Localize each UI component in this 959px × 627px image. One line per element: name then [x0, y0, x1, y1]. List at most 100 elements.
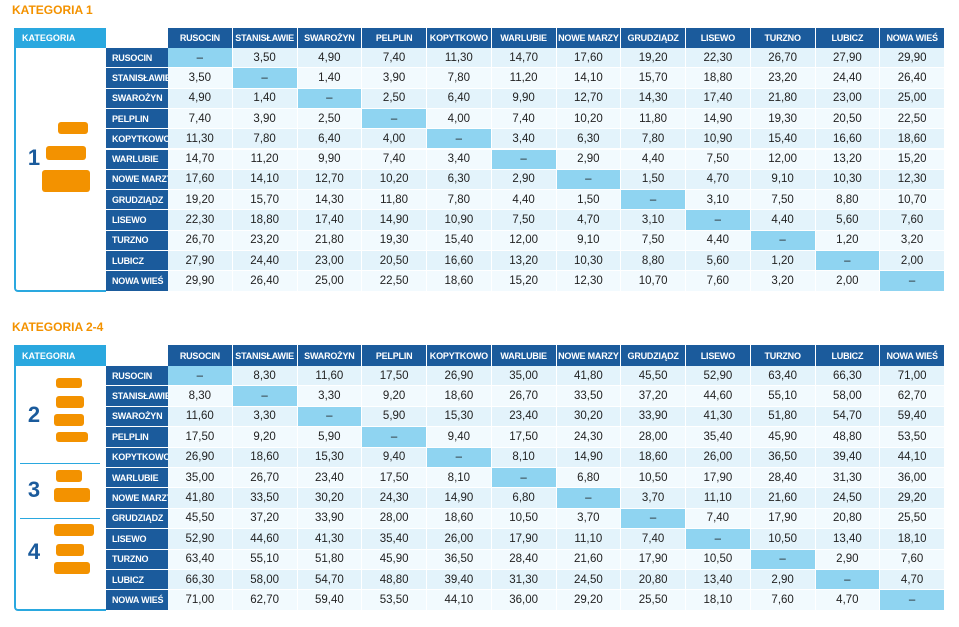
- distance-cell: 28,40: [491, 549, 557, 570]
- distance-cell: 53,50: [880, 427, 945, 448]
- distance-cell: 31,30: [815, 468, 881, 489]
- distance-cell: 3,30: [232, 406, 298, 428]
- separator: [20, 463, 100, 464]
- distance-cell: 17,40: [686, 88, 751, 109]
- distance-cell: 8,10: [491, 447, 557, 468]
- distance-cell: 6,40: [297, 129, 363, 150]
- category-number: 3: [27, 477, 41, 502]
- vehicle-icon: [54, 414, 84, 426]
- column-header: KOPYTKOWO: [427, 28, 492, 48]
- distance-cell: 28,00: [362, 508, 427, 530]
- distance-cell: 7,40: [686, 508, 751, 530]
- distance-cell: 26,90: [168, 447, 233, 468]
- distance-cell: 30,20: [297, 488, 363, 509]
- distance-cell: 66,30: [168, 570, 233, 591]
- distance-cell: 7,50: [750, 190, 816, 211]
- distance-cell: 24,40: [815, 68, 881, 89]
- separator: [20, 518, 100, 519]
- distance-cell: 58,00: [815, 386, 881, 407]
- row-label: NOWA WIEŚ: [106, 590, 168, 611]
- row-label: NOWE MARZY: [106, 488, 173, 509]
- distance-cell: 7,40: [491, 108, 557, 130]
- distance-cell: –: [491, 468, 557, 489]
- distance-cell: 8,80: [621, 251, 686, 272]
- distance-cell: 24,30: [362, 488, 427, 509]
- column-header: TURZNO: [750, 345, 816, 366]
- distance-cell: 19,30: [750, 108, 816, 130]
- distance-cell: 29,90: [880, 48, 945, 69]
- distance-cell: 10,90: [427, 210, 492, 231]
- distance-cell: 14,90: [686, 108, 751, 130]
- distance-cell: 4,70: [556, 210, 622, 231]
- distance-cell: 10,20: [362, 169, 427, 191]
- distance-cell: 8,30: [168, 386, 233, 407]
- distance-cell: 1,40: [297, 68, 363, 89]
- distance-cell: 7,80: [232, 129, 298, 150]
- distance-cell: 14,70: [491, 48, 557, 69]
- column-header: TURZNO: [750, 28, 816, 48]
- distance-cell: 18,80: [686, 68, 751, 89]
- distance-cell: 55,10: [232, 549, 298, 570]
- distance-cell: 8,30: [232, 366, 298, 387]
- distance-cell: 5,60: [815, 210, 881, 231]
- distance-cell: 11,30: [427, 48, 492, 69]
- category-number: 2: [27, 402, 41, 427]
- distance-cell: 52,90: [686, 366, 751, 387]
- distance-cell: 11,60: [297, 366, 363, 387]
- row-label: LISEWO: [106, 210, 168, 231]
- row-label: STANISŁAWIE: [106, 386, 171, 407]
- distance-cell: 23,00: [815, 88, 881, 109]
- distance-cell: 4,40: [750, 210, 816, 231]
- distance-cell: –: [750, 230, 816, 251]
- section-title: KATEGORIA 2-4: [12, 320, 104, 334]
- distance-cell: –: [168, 48, 233, 69]
- distance-cell: 3,10: [621, 210, 686, 231]
- column-header: NOWA WIEŚ: [880, 345, 945, 366]
- distance-cell: 1,50: [556, 190, 622, 211]
- distance-cell: 9,20: [232, 427, 298, 448]
- distance-cell: 37,20: [232, 508, 298, 530]
- distance-cell: 15,30: [297, 447, 363, 468]
- distance-cell: 7,40: [362, 48, 427, 69]
- column-header: LISEWO: [686, 28, 751, 48]
- distance-cell: 14,90: [427, 488, 492, 509]
- distance-cell: 2,90: [491, 169, 557, 191]
- distance-cell: 4,70: [880, 570, 945, 591]
- distance-cell: 17,50: [362, 366, 427, 387]
- distance-cell: 14,70: [168, 149, 233, 170]
- distance-cell: 28,00: [621, 427, 686, 448]
- distance-cell: 14,10: [556, 68, 622, 89]
- column-header: PELPLIN: [362, 28, 427, 48]
- distance-cell: –: [297, 88, 363, 109]
- distance-cell: 7,60: [750, 590, 816, 611]
- distance-cell: 13,20: [491, 251, 557, 272]
- corner-header: KATEGORIA: [14, 28, 106, 48]
- distance-cell: 4,90: [297, 48, 363, 69]
- distance-cell: 54,70: [297, 570, 363, 591]
- row-label: PELPLIN: [106, 427, 168, 448]
- distance-cell: 7,60: [880, 210, 945, 231]
- distance-cell: 4,40: [491, 190, 557, 211]
- vehicle-icon: [56, 378, 82, 388]
- distance-cell: 20,50: [362, 251, 427, 272]
- distance-cell: 31,30: [491, 570, 557, 591]
- distance-cell: 21,80: [297, 230, 363, 251]
- distance-cell: 41,30: [297, 529, 363, 550]
- column-header: NOWE MARZY: [556, 28, 622, 48]
- distance-cell: 33,50: [232, 488, 298, 509]
- distance-cell: 9,10: [556, 230, 622, 251]
- distance-cell: 6,40: [427, 88, 492, 109]
- distance-cell: 18,60: [232, 447, 298, 468]
- distance-cell: 7,40: [621, 529, 686, 550]
- column-header: KOPYTKOWO: [427, 345, 492, 366]
- row-label: TURZNO: [106, 230, 168, 251]
- distance-cell: 14,30: [297, 190, 363, 211]
- distance-cell: 27,90: [168, 251, 233, 272]
- distance-cell: 17,60: [168, 169, 233, 191]
- category-number: 4: [27, 539, 41, 564]
- distance-cell: 3,20: [750, 271, 816, 292]
- distance-cell: 27,90: [815, 48, 881, 69]
- vehicle-icon: [54, 488, 90, 502]
- distance-cell: 6,30: [427, 169, 492, 191]
- vehicle-icon: [42, 170, 90, 192]
